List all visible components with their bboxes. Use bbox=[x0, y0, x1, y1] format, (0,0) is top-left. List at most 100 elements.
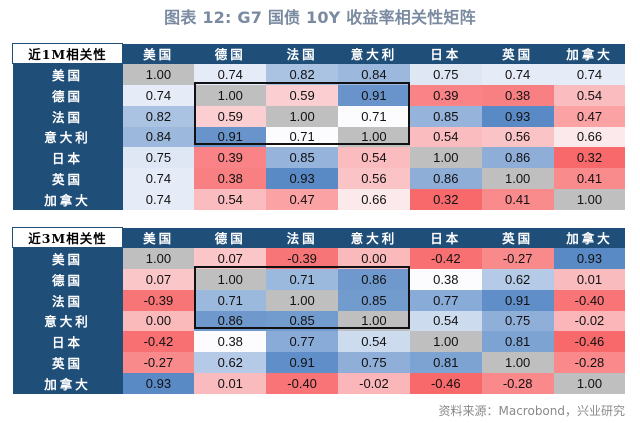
correlation-cell: 0.85 bbox=[266, 310, 339, 332]
correlation-cell: 0.71 bbox=[194, 289, 267, 311]
correlation-cell: -0.46 bbox=[409, 373, 482, 394]
correlation-cell: 0.71 bbox=[266, 268, 339, 290]
row-header: 美国 bbox=[12, 63, 123, 85]
correlation-cell: 0.47 bbox=[553, 105, 626, 127]
correlation-cell: 1.00 bbox=[266, 105, 339, 127]
correlation-cell: 0.62 bbox=[194, 352, 267, 374]
correlation-cell: 0.93 bbox=[553, 247, 626, 269]
table-row: 日本 0.75 0.39 0.85 0.54 1.00 0.86 0.32 bbox=[12, 147, 626, 169]
table-row: 法国 -0.39 0.71 1.00 0.85 0.77 0.91 -0.40 bbox=[12, 289, 626, 311]
column-header: 美国 bbox=[122, 43, 195, 64]
correlation-cell: 0.84 bbox=[338, 63, 410, 85]
source-note: 资料来源：Macrobond，兴业研究 bbox=[438, 404, 626, 418]
correlation-cell: 0.77 bbox=[266, 331, 339, 353]
correlation-cell: 1.00 bbox=[194, 268, 267, 290]
correlation-cell: 0.56 bbox=[481, 126, 554, 148]
table-row: 加拿大 0.74 0.54 0.47 0.66 0.32 0.41 1.00 bbox=[12, 189, 626, 210]
correlation-cell: -0.40 bbox=[553, 289, 626, 311]
correlation-cell: 0.71 bbox=[338, 105, 410, 127]
correlation-cell: 0.66 bbox=[553, 126, 626, 148]
correlation-cell: 0.86 bbox=[338, 268, 410, 290]
correlation-cell: 0.74 bbox=[122, 84, 195, 106]
correlation-cell: 0.71 bbox=[266, 126, 339, 148]
correlation-cell: 0.86 bbox=[481, 147, 554, 169]
correlation-cell: 0.86 bbox=[409, 168, 482, 190]
correlation-cell: 0.07 bbox=[194, 247, 267, 269]
correlation-cell: 0.93 bbox=[481, 105, 554, 127]
table-row: 美国 1.00 0.74 0.82 0.84 0.75 0.74 0.74 bbox=[12, 63, 626, 85]
correlation-cell: 0.54 bbox=[194, 189, 267, 210]
correlation-cell: 0.74 bbox=[122, 168, 195, 190]
table-row: 加拿大 0.93 0.01 -0.40 -0.02 -0.46 -0.28 1.00 bbox=[12, 373, 626, 394]
column-header: 加拿大 bbox=[553, 43, 626, 64]
correlation-cell: 0.59 bbox=[194, 105, 267, 127]
correlation-cell: 1.00 bbox=[553, 373, 626, 394]
correlation-cell: 0.85 bbox=[266, 147, 339, 169]
column-header: 法国 bbox=[266, 43, 339, 64]
correlation-cell: 0.54 bbox=[553, 84, 626, 106]
correlation-cell: 0.75 bbox=[122, 147, 195, 169]
column-header: 日本 bbox=[409, 227, 482, 248]
correlation-cell: 0.01 bbox=[194, 373, 267, 394]
correlation-table-1m: 近1M相关性 美国 德国 法国 意大利 日本 英国 加拿大 美国 1.00 0.74 0.82 0.84… bbox=[12, 43, 626, 210]
row-header: 英国 bbox=[12, 352, 123, 374]
row-header: 意大利 bbox=[12, 126, 123, 148]
correlation-cell: -0.28 bbox=[553, 352, 626, 374]
correlation-cell: 0.01 bbox=[553, 268, 626, 290]
correlation-cell: 1.00 bbox=[481, 168, 554, 190]
correlation-cell: 1.00 bbox=[553, 189, 626, 210]
row-header: 意大利 bbox=[12, 310, 123, 332]
correlation-cell: 1.00 bbox=[338, 310, 410, 332]
column-header: 意大利 bbox=[338, 43, 410, 64]
table-row: 意大利 0.00 0.86 0.85 1.00 0.54 0.75 -0.02 bbox=[12, 310, 626, 332]
correlation-cell: 0.62 bbox=[481, 268, 554, 290]
correlation-cell: 0.41 bbox=[481, 189, 554, 210]
correlation-cell: 0.41 bbox=[553, 168, 626, 190]
correlation-cell: 0.84 bbox=[122, 126, 195, 148]
correlation-cell: 0.54 bbox=[338, 147, 410, 169]
table-row: 法国 0.82 0.59 1.00 0.71 0.85 0.93 0.47 bbox=[12, 105, 626, 127]
correlation-cell: 0.81 bbox=[481, 331, 554, 353]
column-header: 日本 bbox=[409, 43, 482, 64]
row-header: 日本 bbox=[12, 147, 123, 169]
correlation-cell: 0.74 bbox=[194, 63, 267, 85]
table-row: 德国 0.74 1.00 0.59 0.91 0.39 0.38 0.54 bbox=[12, 84, 626, 106]
column-header: 英国 bbox=[481, 227, 554, 248]
correlation-cell: 1.00 bbox=[481, 352, 554, 374]
row-header: 法国 bbox=[12, 289, 123, 311]
correlation-cell: 0.93 bbox=[122, 373, 195, 394]
correlation-cell: -0.39 bbox=[122, 289, 195, 311]
correlation-cell: 0.07 bbox=[122, 268, 195, 290]
correlation-cell: -0.02 bbox=[338, 373, 410, 394]
correlation-cell: -0.39 bbox=[266, 247, 339, 269]
column-header: 德国 bbox=[194, 43, 267, 64]
correlation-table-3m: 近3M相关性 美国 德国 法国 意大利 日本 英国 加拿大 美国 1.00 0.07 -0.39 0.0… bbox=[12, 227, 626, 394]
correlation-cell: 0.38 bbox=[409, 268, 482, 290]
column-header: 美国 bbox=[122, 227, 195, 248]
correlation-cell: 0.77 bbox=[409, 289, 482, 311]
row-header: 德国 bbox=[12, 84, 123, 106]
correlation-cell: 0.56 bbox=[338, 168, 410, 190]
corner-label: 近3M相关性 bbox=[12, 227, 123, 248]
correlation-cell: -0.27 bbox=[481, 247, 554, 269]
row-header: 加拿大 bbox=[12, 189, 123, 210]
corner-label: 近1M相关性 bbox=[12, 43, 123, 64]
correlation-cell: 0.82 bbox=[266, 63, 339, 85]
correlation-cell: 0.93 bbox=[266, 168, 339, 190]
table-row: 英国 -0.27 0.62 0.91 0.75 0.81 1.00 -0.28 bbox=[12, 352, 626, 374]
row-header: 德国 bbox=[12, 268, 123, 290]
correlation-cell: 0.74 bbox=[553, 63, 626, 85]
column-header: 意大利 bbox=[338, 227, 410, 248]
correlation-cell: 0.32 bbox=[553, 147, 626, 169]
correlation-cell: -0.40 bbox=[266, 373, 339, 394]
correlation-cell: 0.39 bbox=[409, 84, 482, 106]
row-header: 美国 bbox=[12, 247, 123, 269]
correlation-cell: 0.91 bbox=[266, 352, 339, 374]
correlation-cell: -0.02 bbox=[553, 310, 626, 332]
figure-title: 图表 12: G7 国债 10Y 收益率相关性矩阵 bbox=[164, 8, 476, 27]
correlation-cell: 0.74 bbox=[122, 189, 195, 210]
correlation-cell: -0.27 bbox=[122, 352, 195, 374]
table-row: 日本 -0.42 0.38 0.77 0.54 1.00 0.81 -0.46 bbox=[12, 331, 626, 353]
correlation-cell: 0.85 bbox=[409, 105, 482, 127]
table-row: 意大利 0.84 0.91 0.71 1.00 0.54 0.56 0.66 bbox=[12, 126, 626, 148]
